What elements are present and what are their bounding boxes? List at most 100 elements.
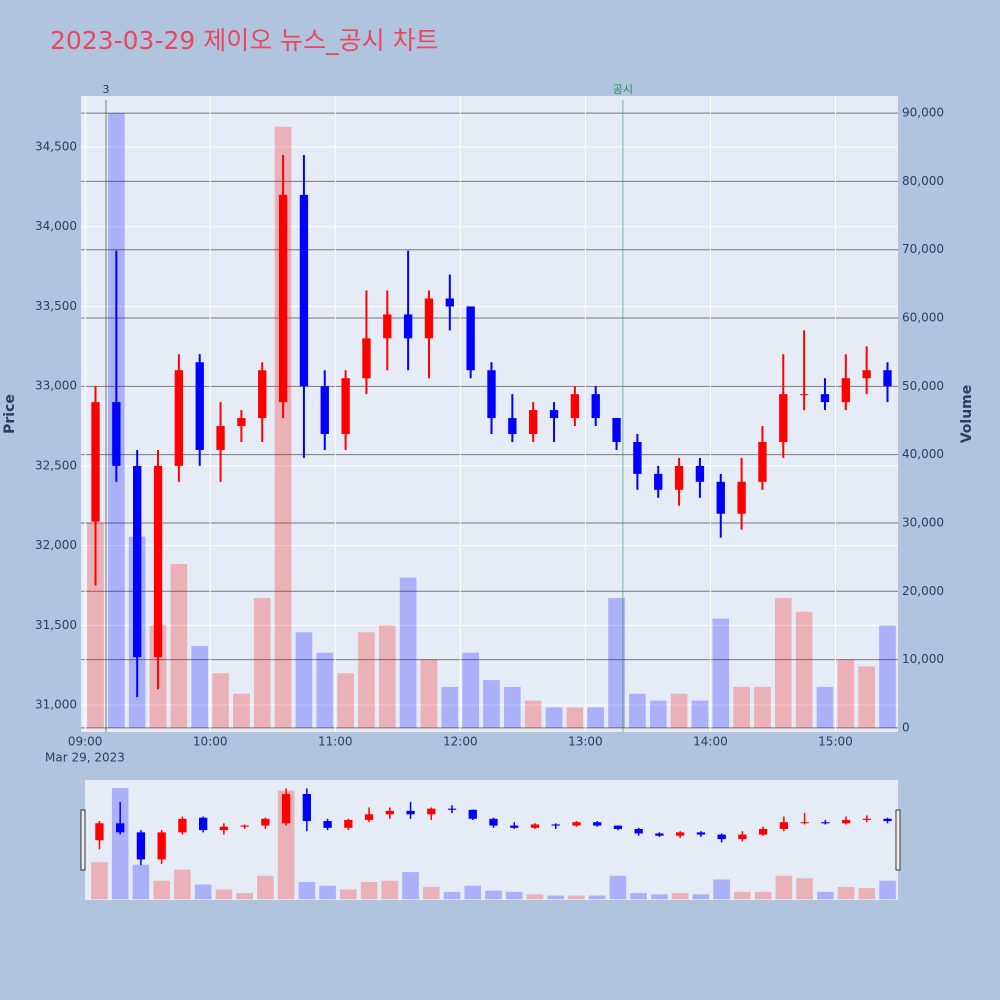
volume-bar: [712, 618, 730, 728]
volume-bar: [191, 645, 209, 728]
candle-body: [758, 441, 767, 482]
volume-bar: [212, 673, 229, 728]
mini-candle-body: [136, 832, 146, 860]
candle-body: [883, 370, 892, 387]
mini-candle-body: [634, 828, 643, 834]
candle-body: [258, 370, 267, 419]
candle-body: [424, 298, 434, 339]
candle-body: [174, 370, 184, 466]
candle-body: [820, 394, 830, 403]
candle-body: [862, 370, 871, 379]
mini-candle-body: [551, 824, 560, 826]
y-tick-label: 33,500: [35, 299, 77, 313]
mini-candle-body: [198, 817, 208, 831]
mini-candle-body: [676, 832, 685, 836]
volume-bar: [399, 577, 417, 728]
y2-axis-title: Volume: [959, 385, 975, 444]
y-tick-label: 31,500: [35, 618, 77, 632]
y-tick-label: 32,500: [35, 458, 77, 472]
y-tick-label: 31,000: [35, 698, 77, 712]
candle-body: [779, 394, 788, 442]
mini-candle-body: [178, 818, 187, 833]
candle-body: [91, 402, 100, 522]
y-tick-label: 34,000: [35, 219, 77, 233]
mini-volume-bar: [91, 862, 108, 900]
mini-volume-bar: [422, 886, 440, 900]
mini-candle-body: [800, 822, 809, 824]
y2-tick-label: 30,000: [902, 515, 944, 529]
candle-body: [341, 378, 350, 435]
volume-bar: [358, 632, 375, 728]
mini-volume-bar: [651, 894, 668, 900]
volume-bar: [879, 625, 896, 728]
mini-candle-body: [862, 818, 871, 820]
candle-body: [320, 386, 329, 435]
mini-volume-bar: [443, 891, 461, 900]
mini-volume-bar: [505, 891, 523, 900]
range-handle-right[interactable]: [895, 809, 901, 871]
volume-bar: [858, 666, 875, 728]
mini-candle-body: [385, 810, 394, 815]
annotation-label: 공시: [613, 83, 633, 96]
mini-volume-bar: [775, 875, 793, 900]
mini-volume-bar: [713, 879, 730, 900]
mini-candle-body: [302, 793, 311, 822]
x-tick-label: 15:00: [818, 735, 853, 749]
volume-bar: [754, 686, 771, 728]
mini-volume-bar: [485, 890, 502, 900]
range-slider[interactable]: [85, 780, 898, 900]
volume-bar: [608, 598, 625, 728]
mini-volume-bar: [858, 888, 876, 900]
mini-volume-bar: [298, 881, 316, 900]
mini-candle-body: [157, 832, 166, 860]
candle-body: [112, 402, 121, 466]
mini-volume-bar: [568, 895, 585, 900]
candle-body: [633, 441, 642, 474]
mini-candle-body: [758, 828, 768, 835]
mini-candle-body: [696, 832, 706, 835]
volume-bar: [545, 707, 563, 728]
y2-tick-label: 40,000: [902, 447, 944, 461]
candle-body: [216, 426, 225, 450]
volume-bar: [629, 693, 646, 728]
mini-volume-bar: [526, 894, 544, 900]
mini-volume-bar: [734, 891, 751, 900]
volume-bar: [316, 652, 334, 728]
mini-volume-bar: [609, 875, 627, 900]
y2-tick-label: 90,000: [902, 106, 944, 120]
candle-body: [362, 338, 371, 379]
mini-volume-bar: [671, 893, 689, 900]
x-tick-label: 13:00: [568, 735, 603, 749]
range-handle-left[interactable]: [80, 809, 86, 871]
mini-candle-body: [261, 818, 270, 826]
y2-tick-label: 20,000: [902, 584, 944, 598]
candle-body: [278, 194, 288, 403]
volume-bar: [587, 707, 605, 728]
mini-candle-body: [572, 822, 581, 826]
mini-volume-bar: [547, 895, 565, 900]
mini-candle-body: [779, 822, 789, 829]
volume-bar: [524, 700, 542, 728]
volume-bar: [816, 686, 834, 728]
candle-body: [799, 394, 809, 396]
x-tick-label: 11:00: [318, 735, 353, 749]
candle-body: [695, 465, 705, 482]
candle-body: [237, 418, 246, 427]
candle-body: [841, 378, 850, 403]
volume-bar: [420, 659, 438, 728]
y2-tick-label: 0: [902, 720, 910, 734]
volume-bar: [441, 686, 459, 728]
mini-volume-bar: [630, 893, 647, 900]
candle-body: [591, 394, 600, 419]
volume-bar: [233, 693, 250, 728]
mini-candle-body: [427, 808, 436, 815]
volume-bar: [378, 625, 396, 728]
candle-body: [403, 314, 413, 339]
y2-tick-label: 60,000: [902, 311, 944, 325]
mini-candle-body: [468, 809, 477, 819]
volume-bar: [170, 563, 188, 728]
volume-bar: [566, 707, 584, 728]
candle-body: [445, 298, 454, 307]
mini-volume-bar: [194, 884, 212, 900]
volume-bar: [733, 686, 750, 728]
